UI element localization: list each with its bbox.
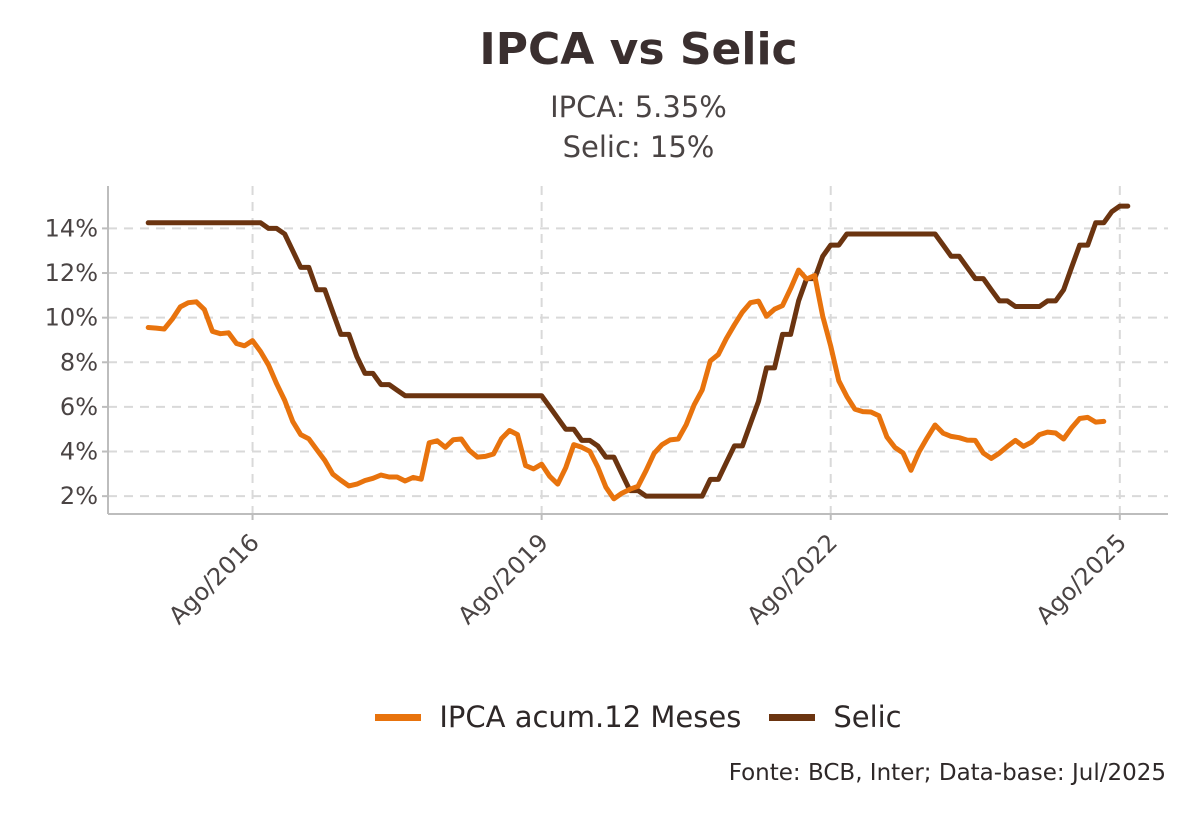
y-tick-label: 12%: [45, 259, 98, 287]
legend-item-selic[interactable]: Selic: [769, 700, 902, 734]
y-tick-label: 4%: [60, 438, 98, 466]
legend-swatch-selic: [769, 713, 816, 721]
x-axis-ticks: Ago/2016 Ago/2019 Ago/2022 Ago/2025: [163, 514, 1132, 630]
x-tick-label: Ago/2016: [163, 528, 264, 629]
grid-lines: [108, 186, 1168, 514]
legend: IPCA acum.12 Meses Selic: [0, 700, 1200, 734]
legend-swatch-ipca: [375, 713, 422, 721]
subtitle-selic: Selic: 15%: [562, 130, 715, 164]
y-tick-label: 10%: [45, 304, 98, 332]
source-note: Fonte: BCB, Inter; Data-base: Jul/2025: [728, 760, 1166, 786]
series-line-ipca: [145, 267, 1107, 502]
subtitle-ipca: IPCA: 5.35%: [550, 90, 727, 124]
series-lines: [145, 203, 1131, 502]
y-axis-ticks: 2% 4% 6% 8% 10% 12% 14%: [45, 214, 108, 510]
legend-label-selic: Selic: [833, 700, 902, 734]
x-tick-label: Ago/2025: [1031, 528, 1132, 629]
chart-title: IPCA vs Selic: [479, 24, 798, 75]
legend-label-ipca: IPCA acum.12 Meses: [439, 700, 742, 734]
series-line-selic: [145, 203, 1131, 499]
x-tick-label: Ago/2022: [742, 528, 843, 629]
legend-item-ipca[interactable]: IPCA acum.12 Meses: [375, 700, 741, 734]
x-tick-label: Ago/2019: [452, 528, 553, 629]
y-tick-label: 2%: [60, 482, 98, 510]
axes: [107, 186, 1168, 515]
y-tick-label: 6%: [60, 393, 98, 421]
y-tick-label: 8%: [60, 348, 98, 376]
y-tick-label: 14%: [45, 214, 98, 242]
